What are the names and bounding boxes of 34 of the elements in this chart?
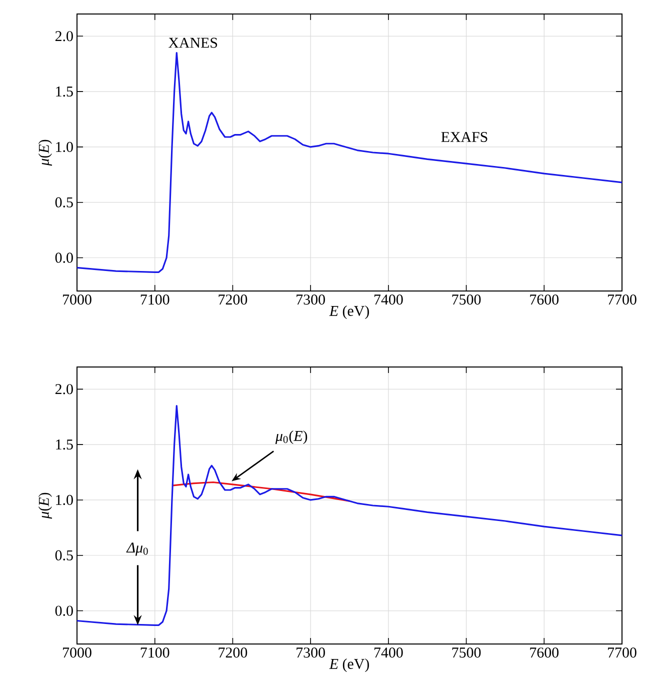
y-tick-label: 2.0 [55, 31, 73, 42]
x-tick-label: 7300 [296, 294, 325, 305]
y-tick-label: 0.5 [55, 197, 73, 208]
x-axis-title: E (eV) [329, 305, 369, 319]
y-tick-label: 1.5 [56, 86, 73, 97]
annotation: EXAFS [441, 132, 488, 142]
x-tick-label: 7100 [140, 294, 170, 305]
annotation: μ$_{0}$(E) [275, 430, 308, 444]
x-tick-label: 7000 [63, 648, 92, 658]
y-tick-label: 0.5 [55, 550, 73, 560]
x-tick-label: 7500 [452, 294, 481, 305]
x-tick-label: 7600 [530, 294, 559, 305]
x-tick-label: 7400 [374, 648, 403, 658]
x-tick-label: 7300 [296, 648, 325, 658]
x-tick-label: 7600 [530, 648, 559, 658]
annotation: Δμ$_{0}$ [126, 542, 148, 556]
y-tick-label: 1.0 [56, 142, 73, 152]
y-tick-label: 1.0 [56, 494, 73, 506]
x-tick-label: 7700 [608, 648, 636, 658]
x-tick-label: 7500 [452, 648, 481, 658]
y-axis-title: μ(E) [38, 492, 52, 519]
x-axis-title: E (eV) [329, 658, 369, 672]
y-axis-title: μ(E) [38, 140, 52, 166]
x-tick-label: 7200 [218, 648, 248, 658]
annotation: XANES [168, 38, 218, 48]
y-tick-label: 2.0 [55, 384, 73, 394]
y-tick-label: 0.0 [55, 252, 73, 263]
y-tick-label: 0.0 [55, 606, 73, 616]
x-tick-label: 7700 [608, 294, 636, 305]
x-tick-label: 7100 [140, 648, 170, 658]
y-tick-label: 1.5 [56, 440, 73, 450]
x-tick-label: 7200 [218, 294, 248, 305]
x-tick-label: 7400 [374, 294, 403, 305]
x-tick-label: 7000 [63, 294, 92, 305]
